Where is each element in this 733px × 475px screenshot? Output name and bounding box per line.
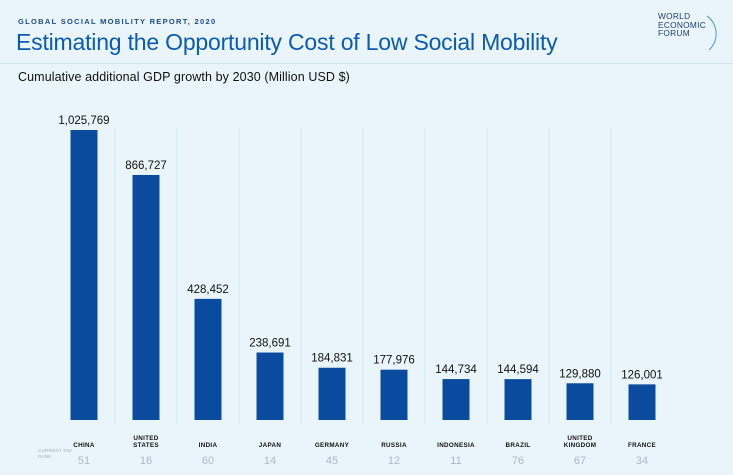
- data-label: 184,831: [311, 353, 353, 365]
- category-label: INDONESIA: [437, 442, 475, 449]
- rank-label: 60: [202, 455, 214, 467]
- report-eyebrow: GLOBAL SOCIAL MOBILITY REPORT, 2020: [18, 17, 217, 26]
- bar: [504, 379, 532, 420]
- category-label: INDIA: [199, 442, 218, 449]
- category-label: STATES: [133, 442, 159, 449]
- rank-label: 12: [388, 455, 400, 467]
- logo-line-world: WORLD: [658, 11, 691, 21]
- chart-title: Cumulative additional GDP growth by 2030…: [18, 70, 350, 84]
- category-label: FRANCE: [628, 442, 656, 449]
- data-label: 428,452: [187, 284, 229, 296]
- header-divider: [0, 63, 733, 64]
- bar: [318, 367, 346, 420]
- data-label: 144,734: [435, 364, 477, 376]
- category-label: UNITED: [567, 435, 592, 442]
- rank-label: 45: [326, 455, 338, 467]
- category-label: KINGDOM: [564, 442, 597, 449]
- category-label: JAPAN: [259, 442, 282, 449]
- data-label: 129,880: [559, 368, 601, 380]
- data-label: 238,691: [249, 338, 291, 350]
- rank-label: 11: [450, 455, 461, 467]
- category-label: GERMANY: [315, 442, 350, 449]
- smi-rank-footnote: CURRENT SMI RANK: [38, 448, 73, 459]
- bar: [70, 130, 98, 420]
- bar: [380, 369, 408, 420]
- rank-label: 67: [574, 455, 586, 467]
- data-label: 144,594: [497, 364, 539, 376]
- category-label: CHINA: [73, 442, 95, 449]
- logo-line-economic: ECONOMIC: [658, 19, 707, 30]
- rank-label: 16: [140, 455, 152, 467]
- data-label: 866,727: [125, 160, 167, 172]
- rank-label: 34: [636, 455, 648, 467]
- rank-label: 51: [78, 455, 90, 467]
- rank-label: 14: [264, 455, 276, 467]
- category-label: UNITED: [133, 435, 158, 442]
- data-label: 177,976: [373, 355, 415, 367]
- bar: [442, 379, 470, 420]
- rank-label: 76: [512, 455, 524, 467]
- bar: [566, 383, 594, 420]
- logo-line-forum: FORUM: [658, 28, 690, 39]
- bar: [194, 298, 222, 420]
- data-label: 1,025,769: [58, 115, 109, 127]
- page-title: Estimating the Opportunity Cost of Low S…: [16, 29, 558, 55]
- category-label: BRAZIL: [506, 442, 531, 449]
- bar: [132, 174, 160, 420]
- bar: [256, 352, 284, 420]
- category-label: RUSSIA: [381, 442, 407, 449]
- bar: [628, 384, 656, 420]
- wef-logo: WORLD ECONOMIC FORUM: [658, 12, 728, 38]
- data-label: 126,001: [621, 369, 663, 381]
- logo-arc-icon: [706, 15, 717, 51]
